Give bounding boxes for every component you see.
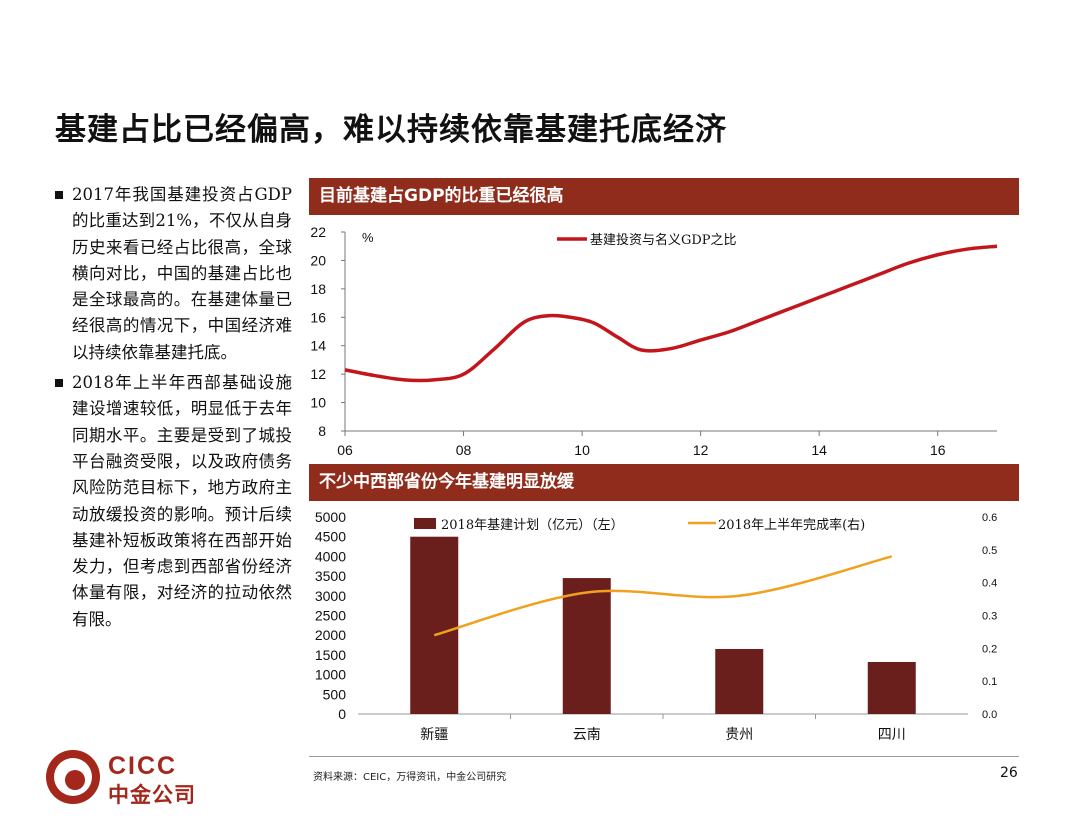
bar	[410, 536, 459, 714]
bullet-text: 2017年我国基建投资占GDP的比重达到21%，不仅从自身历史来看已经占比很高，…	[72, 185, 292, 362]
y-tick-label: 4000	[315, 548, 346, 564]
x-tick-label: 14	[811, 442, 827, 458]
y-tick-label: 16	[310, 309, 326, 325]
x-tick-label: 新疆	[420, 727, 448, 743]
legend-label: 基建投资与名义GDP之比	[590, 232, 737, 248]
chart1-banner: 目前基建占GDP的比重已经很高	[309, 178, 1019, 215]
x-tick-label: 06	[337, 442, 353, 458]
y-tick-label: 20	[310, 252, 326, 268]
y2-tick-label: 0.3	[982, 611, 997, 623]
chart2-banner: 不少中西部省份今年基建明显放缓	[309, 464, 1019, 501]
y-tick-label: 2500	[315, 608, 346, 624]
x-tick-label: 云南	[573, 727, 601, 743]
y2-tick-label: 0.5	[982, 545, 997, 557]
legend-label: 2018年上半年完成率(右)	[718, 517, 865, 533]
bullet-item: 2018年上半年西部基础设施建设增速较低，明显低于去年同期水平。主要是受到了城投…	[52, 370, 292, 633]
y-tick-label: 0	[338, 706, 346, 722]
x-tick-label: 四川	[878, 727, 906, 743]
legend-label: 2018年基建计划（亿元）（左）	[441, 518, 624, 533]
y2-tick-label: 0.4	[982, 578, 997, 590]
y-tick-label: 22	[310, 224, 326, 240]
page-number: 26	[1000, 765, 1018, 781]
y-tick-label: 10	[310, 395, 326, 411]
source-note: 资料来源：CEIC，万得资讯，中金公司研究	[313, 772, 507, 783]
cicc-logo-icon	[46, 750, 100, 804]
bar	[562, 578, 611, 714]
x-tick-label: 10	[574, 442, 590, 458]
rate-line	[433, 555, 893, 637]
x-tick-label: 16	[930, 442, 946, 458]
y-tick-label: 4500	[315, 529, 346, 545]
y-tick-label: 1500	[315, 647, 346, 663]
y-tick-label: 8	[318, 423, 326, 439]
y-tick-label: 5000	[315, 509, 346, 525]
y-tick-label: 3500	[315, 568, 346, 584]
y-tick-label: 14	[310, 338, 326, 354]
y-tick-label: 12	[310, 366, 326, 382]
page-title: 基建占比已经偏高，难以持续依靠基建托底经济	[55, 112, 727, 148]
square-bullet-icon	[55, 379, 63, 388]
y-tick-label: 500	[323, 686, 347, 702]
y-tick-label: 18	[310, 281, 326, 297]
bullet-text: 2018年上半年西部基础设施建设增速较低，明显低于去年同期水平。主要是受到了城投…	[72, 373, 292, 629]
y2-tick-label: 0.2	[982, 643, 997, 655]
bar	[867, 661, 916, 714]
y2-tick-label: 0.6	[982, 512, 997, 524]
x-tick-label: 08	[456, 442, 472, 458]
y-tick-label: 2000	[315, 627, 346, 643]
y-axis-unit: %	[362, 230, 374, 245]
y-tick-label: 3000	[315, 588, 346, 604]
y2-tick-label: 0.1	[982, 676, 997, 688]
y2-tick-label: 0.0	[982, 709, 997, 721]
bar	[715, 648, 764, 714]
x-tick-label: 12	[693, 442, 709, 458]
x-tick-label: 贵州	[725, 727, 753, 743]
y-tick-label: 1000	[315, 667, 346, 683]
footer-divider	[309, 756, 1019, 757]
square-bullet-icon	[55, 191, 63, 199]
series-line	[344, 244, 998, 383]
bullet-item: 2017年我国基建投资占GDP的比重达到21%，不仅从自身历史来看已经占比很高，…	[52, 182, 292, 366]
logo-wordmark-cn: 中金公司	[108, 783, 196, 807]
logo-wordmark: CICC	[108, 752, 178, 780]
legend-swatch	[414, 518, 436, 529]
bullet-list: 2017年我国基建投资占GDP的比重达到21%，不仅从自身历史来看已经占比很高，…	[52, 182, 292, 633]
